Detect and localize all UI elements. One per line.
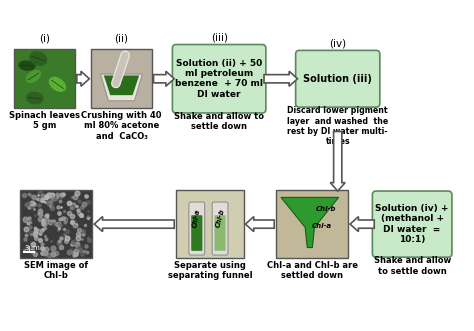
- Ellipse shape: [27, 92, 43, 104]
- Text: 3μm: 3μm: [24, 245, 40, 251]
- Text: Solution (iv) +
(methanol +
DI water  =
10:1): Solution (iv) + (methanol + DI water = 1…: [375, 204, 449, 244]
- Text: Chl-a and Chl-b are
settled down: Chl-a and Chl-b are settled down: [267, 261, 358, 280]
- Text: SEM image of
Chl-b: SEM image of Chl-b: [24, 261, 88, 280]
- FancyBboxPatch shape: [373, 191, 452, 257]
- Text: Chl-b: Chl-b: [215, 208, 226, 229]
- FancyBboxPatch shape: [212, 202, 228, 255]
- Text: Spinach leaves
5 gm: Spinach leaves 5 gm: [9, 111, 80, 130]
- FancyBboxPatch shape: [214, 215, 226, 251]
- Text: Shake and allow to
settle down: Shake and allow to settle down: [174, 112, 264, 131]
- Text: Solution (ii) + 50
ml petroleum
benzene  + 70 ml
DI water: Solution (ii) + 50 ml petroleum benzene …: [175, 59, 263, 99]
- FancyBboxPatch shape: [15, 49, 75, 108]
- Text: Chl-a: Chl-a: [192, 209, 201, 228]
- Polygon shape: [154, 71, 174, 86]
- Polygon shape: [100, 74, 142, 101]
- Text: (i): (i): [39, 34, 50, 44]
- Polygon shape: [264, 71, 298, 86]
- Text: Solution (iii): Solution (iii): [303, 74, 372, 84]
- Polygon shape: [104, 75, 139, 95]
- Polygon shape: [281, 197, 338, 248]
- FancyBboxPatch shape: [189, 202, 205, 255]
- Text: Discard lower pigment
layer  and washed  the
rest by DI water multi-
times: Discard lower pigment layer and washed t…: [287, 106, 388, 146]
- Polygon shape: [330, 131, 345, 191]
- Polygon shape: [350, 216, 374, 232]
- FancyBboxPatch shape: [296, 50, 380, 107]
- Polygon shape: [246, 216, 274, 232]
- Ellipse shape: [27, 71, 40, 82]
- FancyBboxPatch shape: [173, 45, 266, 113]
- FancyBboxPatch shape: [20, 190, 92, 258]
- Text: Chl-a: Chl-a: [312, 222, 332, 228]
- FancyBboxPatch shape: [91, 49, 152, 108]
- Text: Separate using
separating funnel: Separate using separating funnel: [167, 261, 252, 280]
- Text: Chl-b: Chl-b: [315, 206, 336, 212]
- Ellipse shape: [49, 77, 65, 91]
- Text: Crushing with 40
ml 80% acetone
and  CaCO₃: Crushing with 40 ml 80% acetone and CaCO…: [81, 111, 162, 141]
- Polygon shape: [94, 216, 174, 232]
- Polygon shape: [77, 71, 90, 86]
- Text: (ii): (ii): [114, 34, 128, 44]
- FancyBboxPatch shape: [176, 190, 244, 258]
- FancyBboxPatch shape: [276, 190, 348, 258]
- Ellipse shape: [30, 52, 46, 65]
- Text: (iv): (iv): [329, 38, 346, 49]
- FancyBboxPatch shape: [191, 215, 202, 251]
- Ellipse shape: [19, 61, 35, 70]
- Text: Shake and allow
to settle down: Shake and allow to settle down: [374, 256, 451, 276]
- Text: (iii): (iii): [210, 33, 228, 43]
